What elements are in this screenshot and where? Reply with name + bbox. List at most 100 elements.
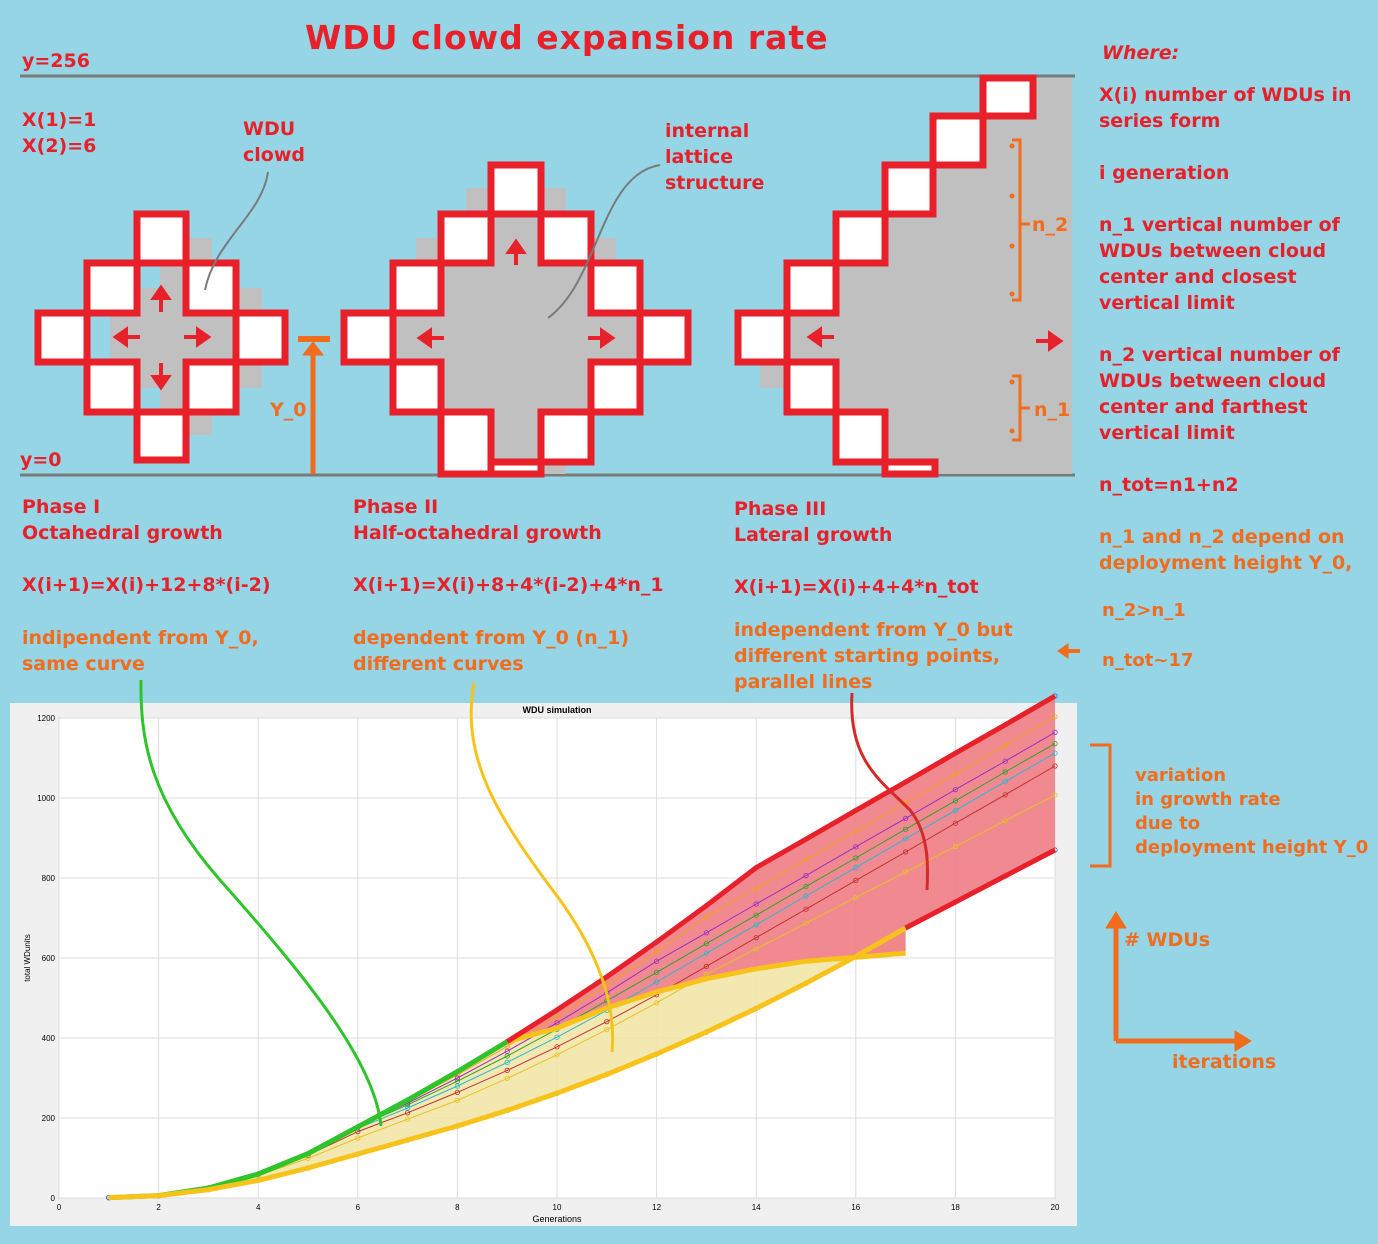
phase2-wdu-cell: [389, 358, 445, 416]
n2-dot: [1009, 243, 1015, 249]
phase2-note-line1: dependent from Y_0 (n_1): [353, 627, 630, 649]
phase2-name: Phase II: [353, 496, 439, 518]
data-point: [1002, 792, 1008, 798]
up-arrow-icon: [301, 341, 325, 356]
y-tick-label: 1000: [37, 794, 55, 803]
lattice-callout-line1: internal: [665, 120, 750, 142]
data-point: [454, 1075, 460, 1081]
data-point: [454, 1097, 460, 1104]
data-point: [604, 1018, 610, 1025]
n2-dot: [1009, 291, 1015, 297]
phase2-wdu-cell: [487, 458, 545, 478]
phase1-note-line2: same curve: [22, 653, 145, 675]
phase1-wdu-cell: [133, 408, 190, 464]
legend-dep-line2: deployment height Y_0,: [1099, 552, 1353, 574]
data-point: [753, 912, 759, 918]
phase1-curve-leader: [139, 679, 383, 1127]
data-point: [554, 1013, 560, 1020]
phase2-note-line2: different curves: [353, 653, 524, 675]
x-tick-label: 16: [851, 1203, 860, 1212]
legend-n1-line1: n_1 vertical number of: [1099, 214, 1340, 236]
data-point: [1052, 740, 1058, 747]
data-point: [1002, 818, 1008, 824]
phase3-block: Phase III Lateral growth X(i+1)=X(i)+4+4…: [734, 496, 1013, 695]
x-tick-label: 20: [1051, 1203, 1060, 1212]
phase2-curve-leader: [469, 682, 615, 1053]
phase2-wdu-cell: [537, 408, 595, 466]
data-point: [1002, 742, 1008, 748]
phase2-wdu-cell: [389, 259, 445, 317]
data-point: [404, 1110, 411, 1116]
phase2-lower-highlight: [108, 925, 907, 1201]
phase3-wdu-cell: [783, 259, 840, 317]
x-axis-label: Generations: [532, 1214, 582, 1224]
data-point: [952, 807, 959, 814]
data-point: [803, 883, 809, 890]
data-point: [753, 934, 759, 941]
data-point: [902, 815, 909, 822]
phase1-wdu-cell: [133, 210, 190, 267]
phase3-wdu-cell: [979, 74, 1037, 120]
y-tick-label: 0: [51, 1194, 56, 1203]
phase3-curve-leader: [850, 692, 930, 891]
data-point: [703, 914, 710, 920]
phase1-wdu-cell: [83, 358, 141, 416]
top-level-label: y=256: [22, 50, 90, 72]
data-point: [853, 864, 859, 871]
phase2-block: Phase II Half-octahedral growth X(i+1)=X…: [353, 494, 664, 677]
data-point: [653, 948, 660, 955]
data-point: [1052, 763, 1058, 769]
legend-panel: Where: X(i) number of WDUs in series for…: [1099, 40, 1374, 674]
phase2-wdu-cell: [437, 210, 495, 267]
data-point: [454, 1089, 460, 1096]
phase3-wdu-cell: [832, 210, 889, 267]
variation-line3: due to: [1135, 813, 1201, 834]
data-point: [653, 958, 660, 964]
data-point: [1052, 714, 1058, 720]
data-point: [902, 869, 909, 875]
data-point: [355, 1135, 361, 1141]
x-tick-label: 0: [57, 1203, 62, 1212]
left-arrow-icon: [806, 326, 822, 348]
phase1-wdu-cell: [232, 309, 289, 366]
phase1-wdu-cell: [182, 358, 240, 416]
x-tick-label: 12: [652, 1203, 661, 1212]
phase2-wdu-cell: [487, 161, 545, 218]
data-point: [902, 849, 909, 855]
data-point: [1002, 758, 1008, 764]
data-point: [1002, 769, 1008, 775]
y-tick-label: 600: [42, 954, 56, 963]
variation-line1: variation: [1135, 765, 1227, 786]
phase3-name: Phase III: [734, 498, 827, 520]
variation-line2: in growth rate: [1135, 789, 1281, 810]
axes-icon: [1105, 911, 1252, 1052]
left-arrow-icon: [112, 326, 128, 348]
phase1-wdu-cell: [182, 259, 240, 317]
data-point: [504, 1053, 510, 1059]
phase3-note-line2: different starting points,: [734, 645, 1001, 667]
phase3-wdu-cell: [734, 309, 791, 366]
data-point: [703, 950, 710, 956]
legend-n1-line4: vertical limit: [1099, 292, 1235, 314]
data-point: [703, 963, 710, 970]
phase1-note-line1: indipendent from Y_0,: [22, 627, 259, 649]
legend-pointer-arrow: [1057, 643, 1080, 659]
lattice-callout-leader: [547, 164, 661, 319]
y-tick-label: 200: [42, 1114, 56, 1123]
initial-x1: X(1)=1: [22, 109, 97, 131]
data-point: [504, 1075, 510, 1082]
data-point: [952, 771, 959, 777]
y0-label: Y_0: [270, 399, 307, 421]
data-point: [404, 1116, 411, 1122]
data-point: [803, 906, 809, 912]
cloud-callout-line1: WDU: [243, 118, 296, 140]
data-point: [902, 826, 909, 832]
n1-label: n_1: [1034, 399, 1071, 421]
legend-xi-line2: series form: [1099, 110, 1221, 132]
data-point: [803, 920, 809, 926]
up-arrow-icon: [505, 238, 527, 254]
n2-dot: [1009, 193, 1015, 199]
n2-bracket: [1012, 138, 1022, 302]
